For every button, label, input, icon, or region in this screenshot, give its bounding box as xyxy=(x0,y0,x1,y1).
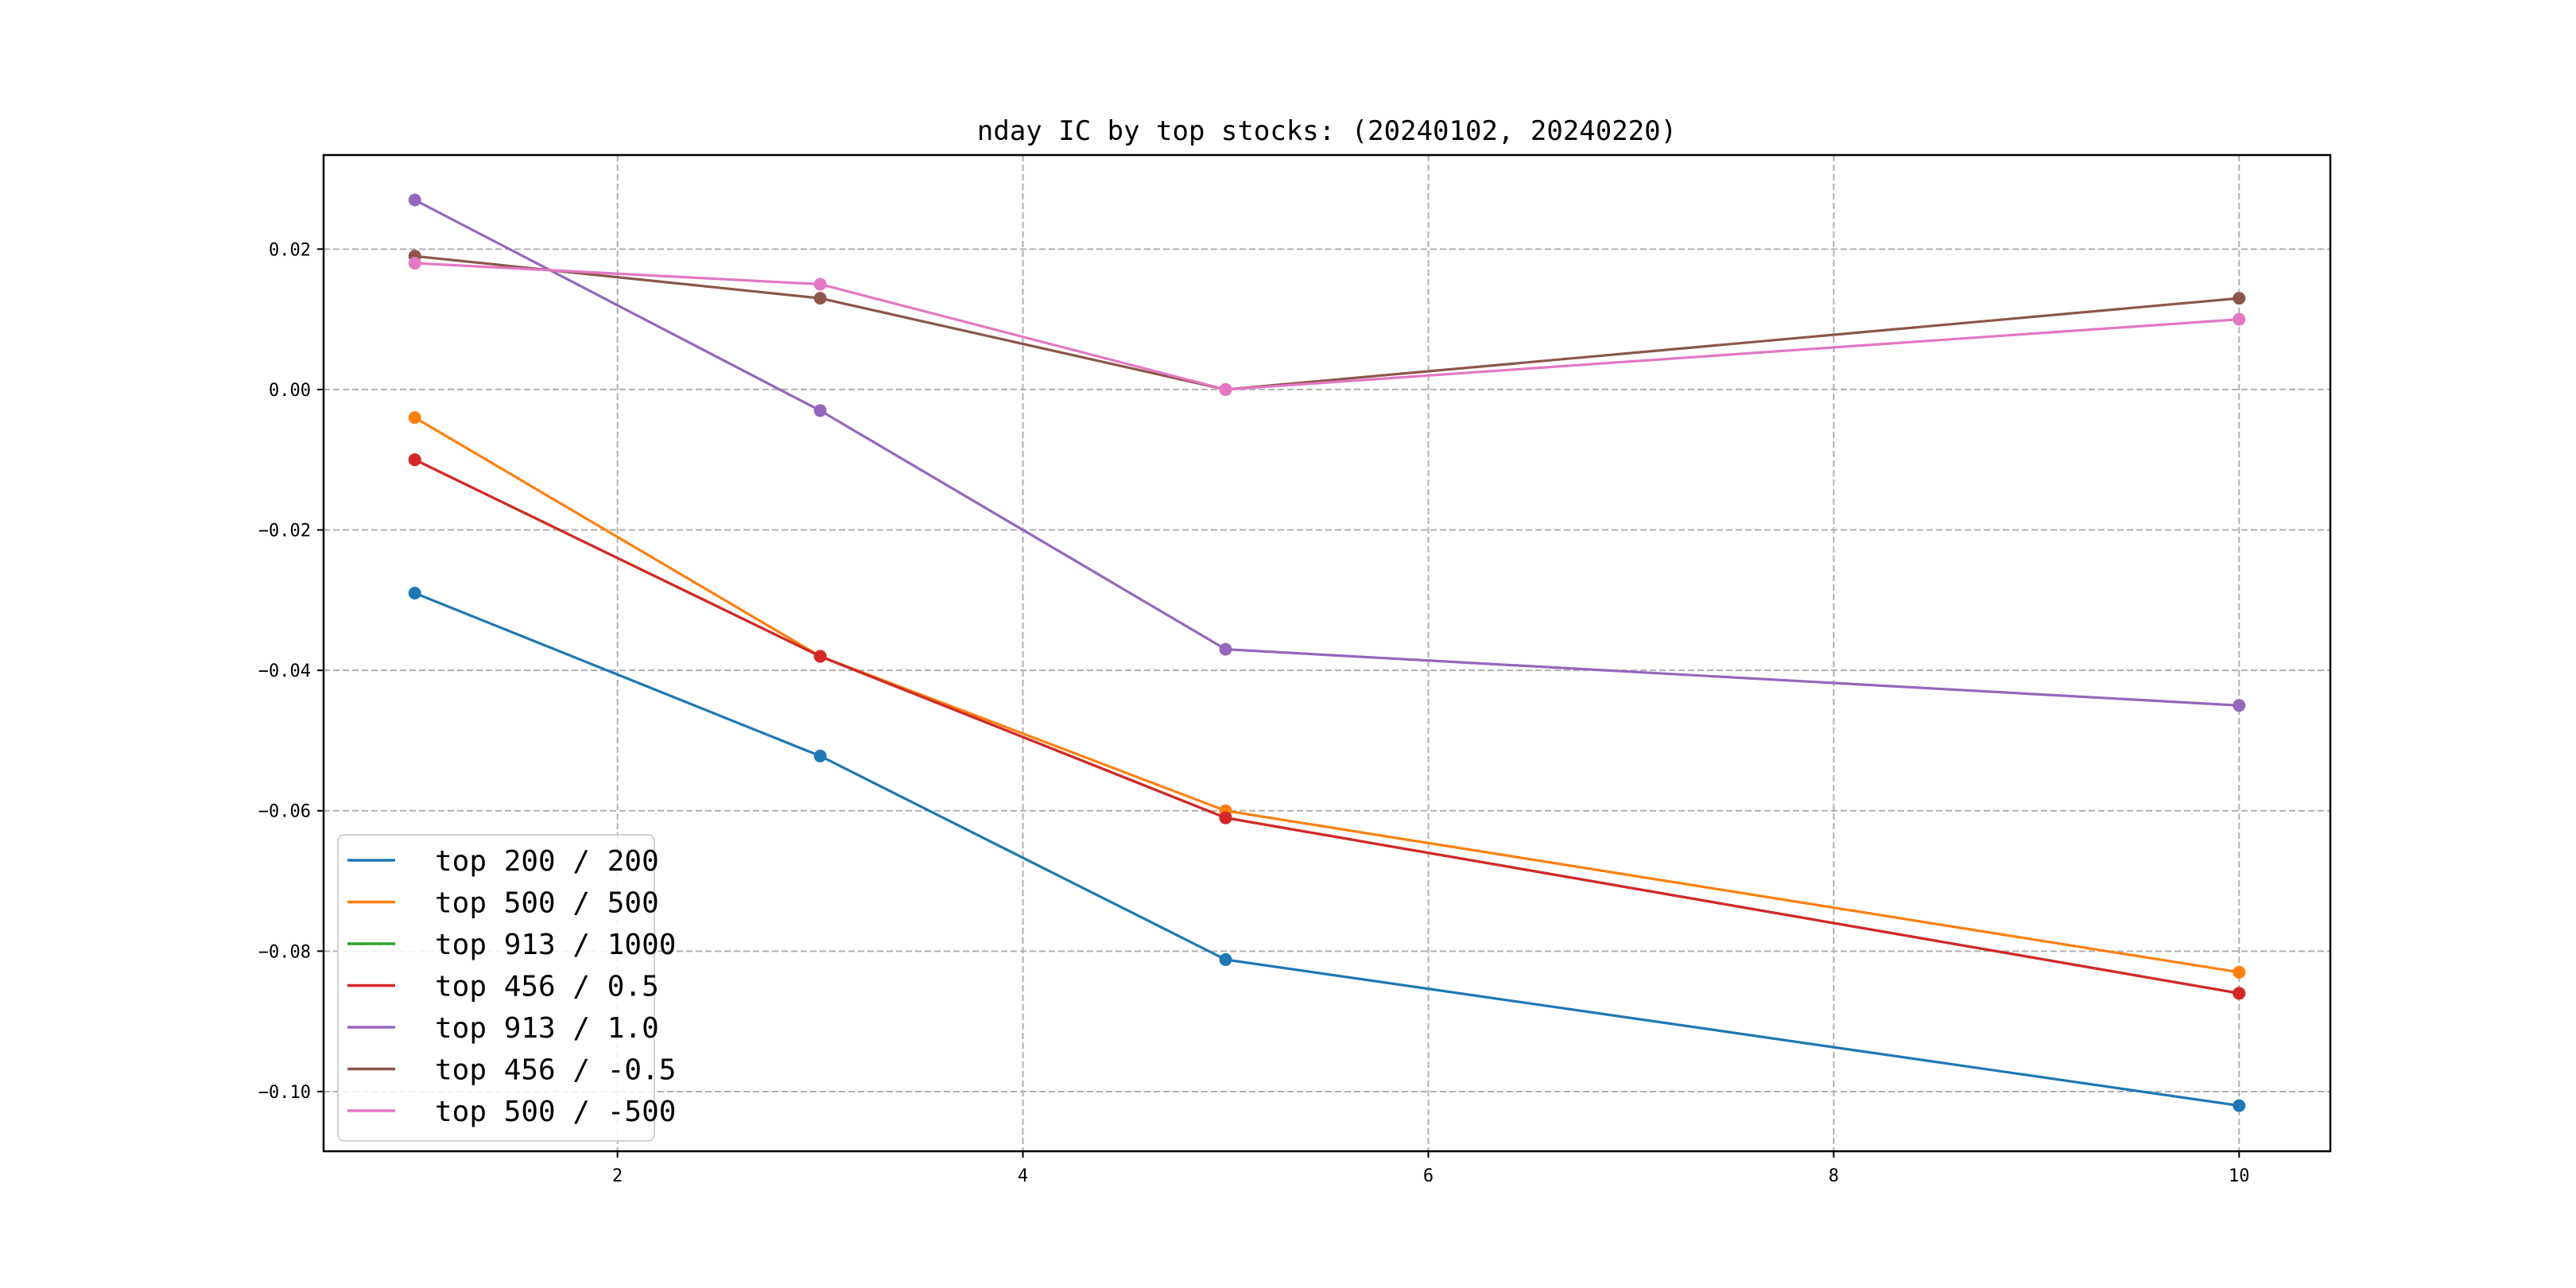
legend-item: top 456 / 0.5 xyxy=(347,971,659,1003)
legend-box xyxy=(337,834,655,1142)
legend-label: top 456 / -0.5 xyxy=(435,1054,676,1087)
y-tick-label: 0.02 xyxy=(269,240,311,260)
series-6 xyxy=(408,256,2246,396)
legend-item: top 500 / 500 xyxy=(347,887,659,920)
legend-item: top 500 / -500 xyxy=(347,1096,676,1128)
data-point xyxy=(408,453,421,467)
data-point xyxy=(2233,987,2246,1000)
data-point xyxy=(408,411,421,425)
data-point xyxy=(408,193,421,207)
series-line xyxy=(414,592,2240,1108)
y-tick-label: −0.08 xyxy=(258,942,311,962)
chart-title: nday IC by top stocks: (20240102, 202402… xyxy=(977,115,1677,147)
series-2 xyxy=(408,453,2246,1000)
x-tick-label: 10 xyxy=(2229,1166,2250,1186)
legend-item: top 200 / 200 xyxy=(347,845,659,878)
data-point xyxy=(813,292,827,305)
data-point xyxy=(813,650,827,663)
data-point xyxy=(408,256,421,270)
x-tick-label: 8 xyxy=(1829,1166,1839,1186)
legend: top 200 / 200 top 500 / 500 top 913 / 1000… xyxy=(337,834,676,1142)
series-group xyxy=(408,193,2246,1112)
data-point xyxy=(2233,292,2246,305)
data-point xyxy=(813,404,827,417)
x-tick-label: 2 xyxy=(612,1166,623,1186)
data-point xyxy=(2233,312,2246,326)
legend-label: top 500 / -500 xyxy=(435,1096,676,1128)
data-point xyxy=(1219,952,1232,966)
series-1 xyxy=(408,411,2246,979)
series-line xyxy=(414,262,2240,391)
data-point xyxy=(2233,1099,2246,1112)
axes-frame xyxy=(322,153,2332,1153)
x-tick-label: 6 xyxy=(1423,1166,1433,1186)
series-line xyxy=(414,254,2240,391)
series-5 xyxy=(408,250,2246,396)
legend-item: top 456 / -0.5 xyxy=(347,1054,676,1087)
series-line xyxy=(414,458,2240,995)
legend-label: top 200 / 200 xyxy=(435,845,659,878)
legend-label: top 456 / 0.5 xyxy=(435,971,659,1003)
legend-label: top 913 / 1.0 xyxy=(435,1012,659,1045)
legend-label: top 913 / 1000 xyxy=(435,929,676,961)
y-tick-label: −0.04 xyxy=(258,661,311,681)
data-point xyxy=(813,277,827,291)
data-point xyxy=(408,587,421,600)
series-line xyxy=(414,458,2240,995)
series-line xyxy=(413,199,2240,707)
data-point xyxy=(1219,382,1232,396)
data-point xyxy=(2233,699,2246,712)
data-point xyxy=(2233,965,2246,979)
y-tick-label: −0.02 xyxy=(258,522,311,541)
data-point xyxy=(1219,642,1232,656)
y-tick-label: −0.10 xyxy=(258,1083,311,1103)
ticks: 2 4 6 8 10 0.02 0.00 −0.02 −0.04 −0.06 −0.08 −0.10 xyxy=(258,240,2250,1186)
x-tick-label: 4 xyxy=(1018,1166,1028,1186)
grid xyxy=(324,155,2330,1151)
series-0 xyxy=(408,587,2246,1112)
y-tick-label: −0.06 xyxy=(258,802,311,822)
legend-item: top 913 / 1.0 xyxy=(347,1012,659,1045)
legend-label: top 500 / 500 xyxy=(435,887,659,920)
series-4 xyxy=(408,193,2246,712)
legend-item: top 913 / 1000 xyxy=(347,929,676,961)
series-3 xyxy=(408,453,2246,1000)
data-point xyxy=(1219,811,1232,824)
data-point xyxy=(813,749,827,762)
y-tick-label: 0.00 xyxy=(269,381,311,401)
series-line xyxy=(413,416,2240,974)
